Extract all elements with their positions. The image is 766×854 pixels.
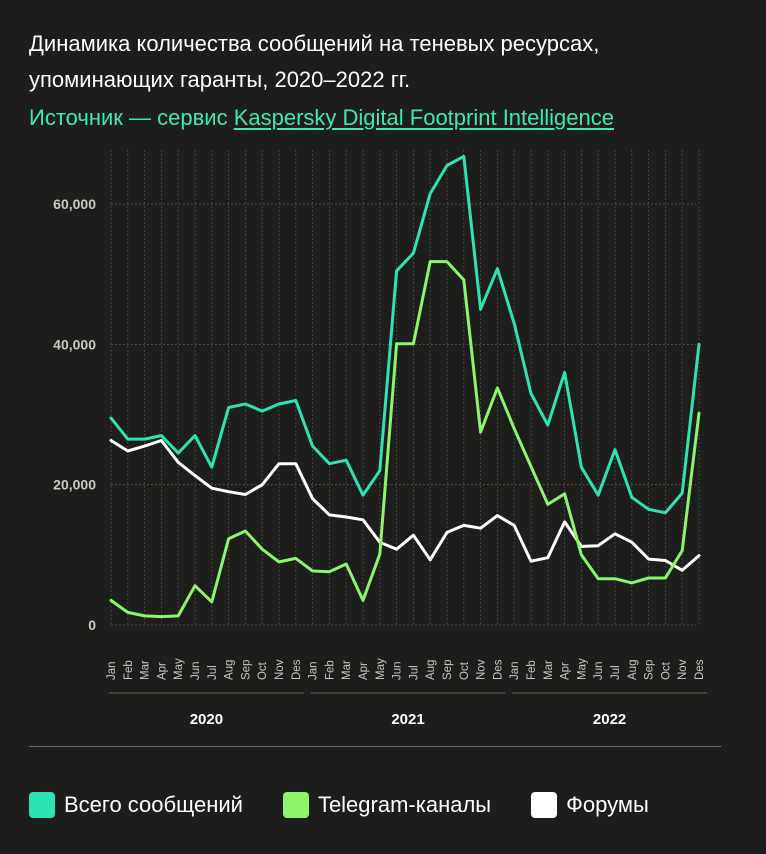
legend-swatch-total xyxy=(29,792,55,818)
x-tick-label: Aug xyxy=(425,660,437,680)
series-line-telegram xyxy=(109,260,701,619)
x-tick-label: Des xyxy=(492,659,504,680)
source-link[interactable]: Kaspersky Digital Footprint Intelligence xyxy=(233,105,614,130)
x-tick-label: Aug xyxy=(627,660,639,680)
x-tick-label: Jul xyxy=(207,665,219,680)
x-tick-label: Apr xyxy=(156,662,168,680)
x-tick-label: Feb xyxy=(526,660,538,680)
x-tick-label: Nov xyxy=(677,659,689,680)
x-tick-label: Feb xyxy=(324,660,336,680)
x-tick-label: Sep xyxy=(644,660,656,680)
x-tick-label: Des xyxy=(694,659,706,680)
x-tick-label: Jun xyxy=(190,661,202,680)
x-tick-label: Apr xyxy=(560,662,572,680)
y-tick-label: 0 xyxy=(88,617,96,633)
chart-title: Динамика количества сообщений на теневых… xyxy=(29,31,600,92)
x-tick-label: May xyxy=(375,658,387,680)
x-tick-label: Jun xyxy=(593,661,605,680)
x-tick-label: Nov xyxy=(476,659,488,680)
legend-label-total: Всего сообщений xyxy=(64,792,243,817)
x-tick-label: May xyxy=(173,658,185,680)
x-tick-label: Jul xyxy=(408,665,420,680)
x-tick-label: Jun xyxy=(392,661,404,680)
x-tick-label: Mar xyxy=(341,660,353,680)
legend-swatch-forums xyxy=(531,792,558,818)
x-tick-label: Sep xyxy=(240,660,252,680)
y-tick-label: 60,000 xyxy=(53,196,96,212)
legend: Всего сообщений Telegram-каналы Форумы xyxy=(29,788,729,822)
series-line-forums xyxy=(109,439,701,572)
year-group-label: 2022 xyxy=(593,711,626,728)
legend-item-forums: Форумы xyxy=(531,792,649,818)
x-tick-label: Oct xyxy=(660,661,672,680)
x-tick-label: May xyxy=(576,658,588,680)
x-tick-label: Jul xyxy=(610,665,622,680)
line-chart: 0 20,000 40,000 60,000 Jan Feb Mar Apr May Jun Ju… xyxy=(53,150,707,728)
series-line-total xyxy=(109,154,701,515)
x-tick-label: Des xyxy=(291,659,303,680)
y-tick-label: 40,000 xyxy=(53,336,96,352)
x-axis-ticks: Jan Feb Mar Apr May Jun Jul Aug Sep Oct Nov Des Jan F… xyxy=(106,658,706,680)
x-tick-label: Mar xyxy=(140,660,152,680)
chart-source: Источник — сервис Kaspersky Digital Foot… xyxy=(29,103,749,133)
legend-divider xyxy=(29,746,721,747)
legend-swatch-telegram xyxy=(282,792,309,818)
x-tick-label: Nov xyxy=(274,659,286,680)
x-tick-label: Jan xyxy=(509,661,521,680)
x-tick-label: Apr xyxy=(358,662,370,680)
legend-item-telegram: Telegram-каналы xyxy=(282,792,492,818)
year-group-label: 2020 xyxy=(190,711,223,728)
x-tick-label: Sep xyxy=(442,660,454,680)
x-tick-label: Jan xyxy=(106,661,118,680)
x-tick-label: Feb xyxy=(123,660,135,680)
x-tick-label: Jan xyxy=(308,661,320,680)
x-tick-label: Oct xyxy=(257,661,269,680)
y-tick-label: 20,000 xyxy=(53,477,96,493)
year-groups: 2020 2021 2022 xyxy=(109,692,707,728)
grid-layer xyxy=(110,150,700,626)
legend-label-telegram: Telegram-каналы xyxy=(317,792,492,817)
x-tick-label: Aug xyxy=(224,660,236,680)
source-prefix: Источник — сервис xyxy=(29,105,234,130)
legend-item-total: Всего сообщений xyxy=(29,792,243,818)
legend-label-forums: Форумы xyxy=(566,792,649,817)
year-group-label: 2021 xyxy=(391,711,424,728)
x-tick-label: Oct xyxy=(459,661,471,680)
y-axis-ticks: 0 20,000 40,000 60,000 xyxy=(53,196,96,633)
x-tick-label: Mar xyxy=(543,660,555,680)
series-layer xyxy=(109,154,701,619)
